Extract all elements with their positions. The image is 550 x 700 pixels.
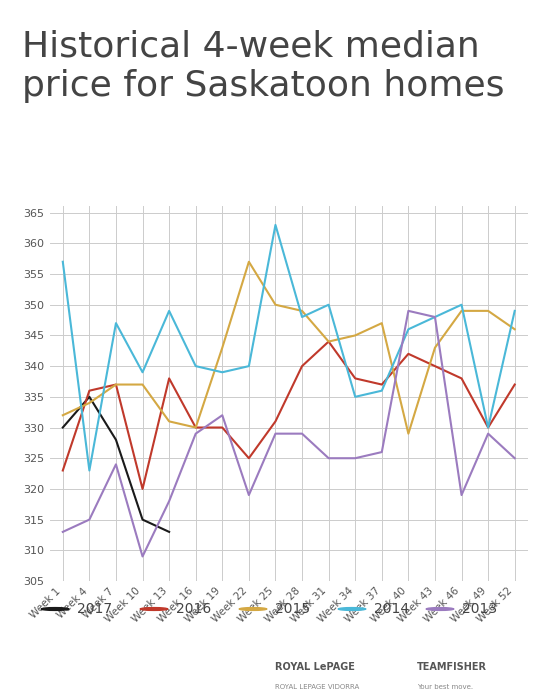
Text: 2013: 2013 <box>462 602 497 616</box>
Circle shape <box>140 608 168 610</box>
Text: ROYAL LEPAGE VIDORRA: ROYAL LEPAGE VIDORRA <box>275 684 359 690</box>
Circle shape <box>41 608 69 610</box>
Text: 2015: 2015 <box>275 602 310 616</box>
Circle shape <box>426 608 454 610</box>
Text: Historical 4-week median
price for Saskatoon homes: Historical 4-week median price for Saska… <box>22 29 504 103</box>
Text: 2014: 2014 <box>374 602 409 616</box>
Text: 2017: 2017 <box>77 602 112 616</box>
Circle shape <box>239 608 267 610</box>
Text: TEAMFISHER: TEAMFISHER <box>417 662 487 671</box>
Text: Your best move.: Your best move. <box>417 684 474 690</box>
Text: 2016: 2016 <box>176 602 211 616</box>
Circle shape <box>338 608 366 610</box>
Text: ROYAL LePAGE: ROYAL LePAGE <box>275 662 355 671</box>
